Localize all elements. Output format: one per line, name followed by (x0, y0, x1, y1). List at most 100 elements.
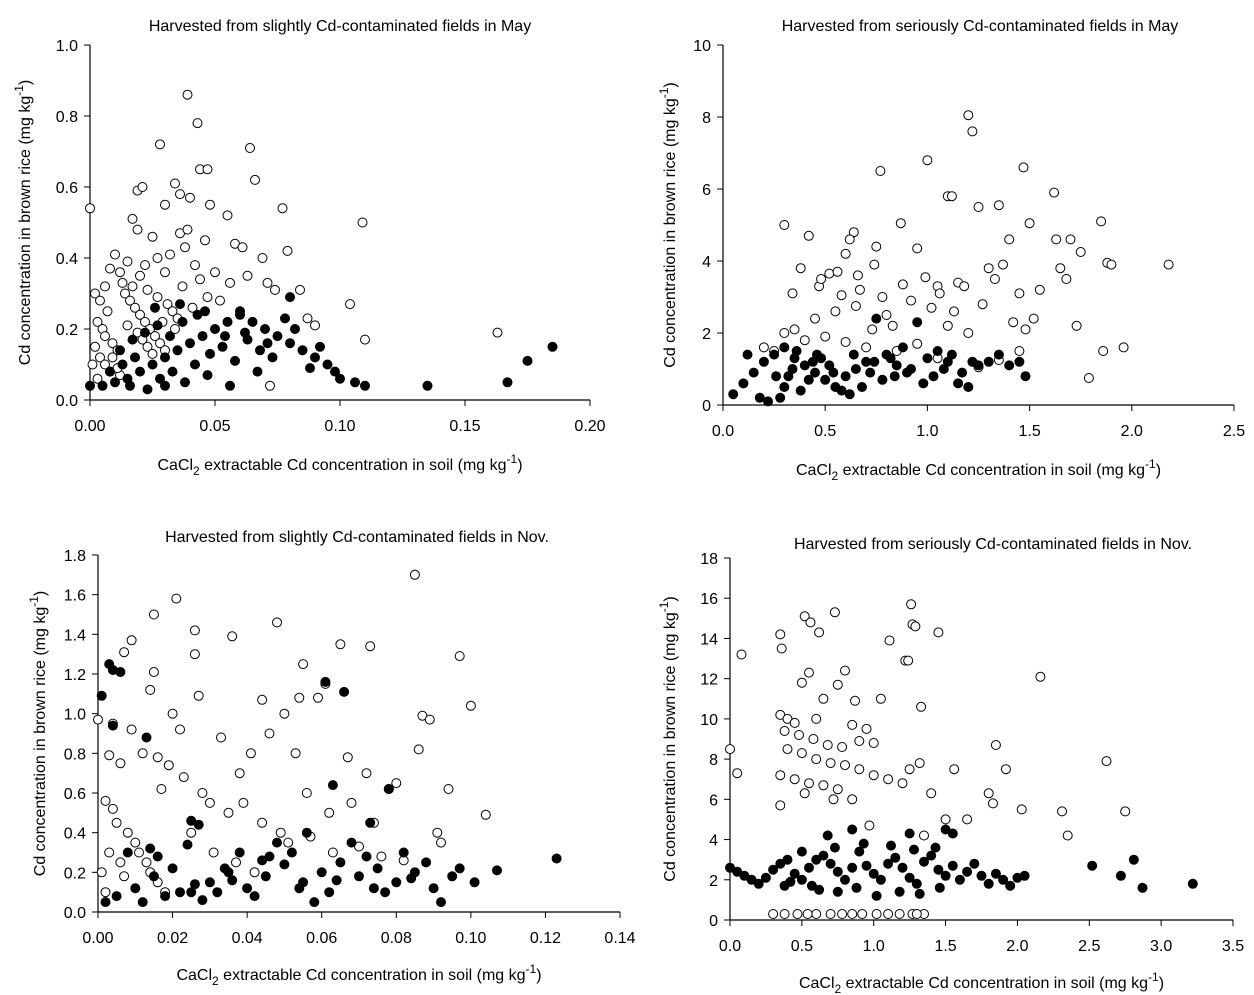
filled-data-point (327, 780, 338, 791)
open-data-point (165, 249, 175, 260)
open-data-point (345, 299, 355, 310)
open-data-point (805, 617, 816, 628)
open-data-point (454, 651, 465, 662)
open-data-point (825, 758, 836, 769)
open-data-point (122, 827, 133, 838)
x-tick-label: 3.5 (1222, 938, 1244, 955)
open-data-point (897, 778, 908, 789)
filled-data-point (330, 366, 340, 377)
open-data-point (170, 324, 180, 334)
filled-series (85, 292, 558, 395)
open-data-point (227, 631, 238, 642)
open-data-point (775, 770, 786, 781)
filled-data-point (779, 382, 790, 392)
open-data-point (192, 118, 203, 129)
filled-data-point (1019, 870, 1030, 881)
chart-panel-2: Harvested from seriously Cd-contaminated… (657, 18, 1245, 483)
open-data-point (1018, 162, 1029, 173)
filled-data-point (922, 353, 933, 364)
x-tick-label: 0.06 (306, 930, 337, 947)
filled-data-point (1187, 878, 1198, 889)
x-tick-label: 0.08 (381, 930, 412, 947)
x-tick-label: 2.5 (1078, 938, 1100, 955)
open-data-point (850, 695, 860, 706)
y-tick-label: 0.8 (56, 109, 78, 126)
open-data-point (796, 677, 807, 688)
open-data-point (197, 788, 208, 798)
filled-data-point (768, 864, 779, 875)
filled-data-point (760, 872, 771, 883)
y-tick-label: 6 (709, 792, 718, 809)
filled-data-point (130, 883, 141, 894)
open-data-point (150, 331, 160, 342)
open-data-point (789, 774, 800, 785)
filled-data-point (167, 366, 178, 377)
y-tick-label: 0 (702, 398, 711, 415)
open-data-point (200, 235, 210, 246)
filled-data-point (825, 858, 836, 869)
y-tick-label: 4 (709, 833, 718, 850)
filled-data-point (227, 875, 238, 886)
open-data-point (137, 748, 148, 759)
filled-data-point (305, 363, 315, 374)
y-tick-label: 1.0 (64, 707, 86, 724)
open-data-point (868, 738, 879, 748)
chart-title: Harvested from slightly Cd-contaminated … (165, 529, 549, 546)
filled-data-point (967, 356, 978, 367)
filled-data-point (360, 380, 370, 391)
open-data-point (115, 758, 126, 769)
open-data-point (895, 218, 906, 229)
filled-data-point (294, 883, 305, 894)
open-data-point (779, 220, 790, 230)
y-tick-label: 2 (709, 873, 718, 890)
open-data-point (92, 316, 103, 327)
open-data-point (1008, 317, 1019, 328)
open-data-point (242, 270, 253, 281)
filled-data-point (947, 860, 958, 871)
filled-data-point (160, 380, 170, 391)
open-data-point (148, 667, 159, 677)
filled-data-point (122, 847, 133, 858)
open-data-point (185, 192, 195, 203)
open-data-point (245, 748, 256, 759)
open-data-point (127, 213, 138, 224)
open-data-point (424, 714, 435, 725)
open-data-point (391, 778, 402, 789)
filled-data-point (135, 366, 145, 377)
x-tick-label: 1.0 (916, 423, 938, 440)
open-data-point (837, 909, 848, 919)
filled-data-point (983, 878, 994, 889)
open-data-point (963, 328, 974, 338)
open-data-point (111, 817, 122, 828)
filled-data-point (331, 875, 342, 886)
filled-data-point (938, 364, 949, 374)
filled-data-point (890, 852, 901, 863)
open-data-point (290, 748, 301, 759)
open-data-point (775, 800, 786, 811)
filled-data-point (934, 882, 945, 893)
open-data-point (796, 748, 807, 759)
filled-data-point (962, 866, 973, 877)
filled-data-point (247, 316, 258, 327)
filled-data-point (1115, 870, 1126, 881)
filled-data-point (829, 842, 840, 853)
y-tick-label: 8 (709, 752, 718, 769)
open-data-point (409, 569, 420, 580)
filled-data-point (871, 313, 882, 324)
open-data-point (376, 851, 387, 862)
open-data-point (413, 744, 424, 755)
open-data-point (912, 243, 923, 254)
filled-series (96, 659, 562, 908)
open-data-point (775, 629, 786, 640)
open-data-point (132, 224, 143, 235)
filled-data-point (219, 863, 230, 874)
y-tick-label: 16 (700, 591, 718, 608)
open-data-point (884, 635, 895, 646)
filled-data-point (361, 851, 372, 862)
filled-data-point (914, 888, 925, 899)
filled-data-point (1137, 882, 1148, 893)
open-data-point (302, 313, 313, 324)
open-data-point (298, 659, 309, 670)
open-data-point (225, 277, 235, 288)
open-data-point (1004, 234, 1015, 245)
